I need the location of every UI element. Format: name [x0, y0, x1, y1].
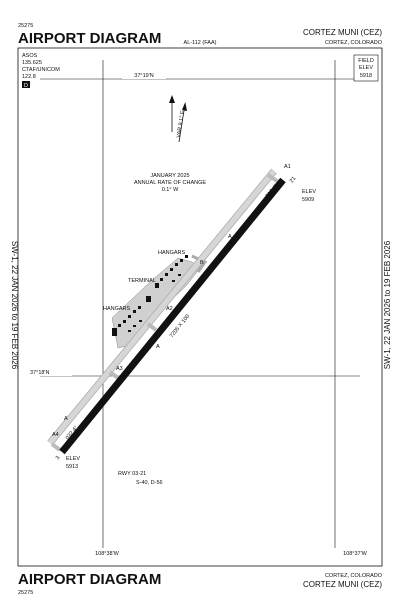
taxiway-a — [47, 169, 277, 445]
field-elev-label: FIELD — [358, 58, 374, 64]
elev-value: 5909 — [302, 197, 314, 203]
runway — [59, 177, 286, 455]
taxiway-label: A — [64, 416, 68, 422]
title: AIRPORT DIAGRAM — [18, 30, 161, 47]
taxiway-label: A — [228, 234, 232, 240]
taxiway-label: A2 — [166, 306, 173, 312]
terminal-label: TERMINAL — [128, 278, 156, 284]
runway-end: 21 — [289, 176, 298, 185]
hangars-label: HANGARS — [158, 250, 186, 256]
d-icon-label: D — [24, 83, 28, 89]
latitude-label: 37°18'N — [30, 370, 49, 376]
label-bg — [122, 70, 166, 79]
frequency: 135.625 — [22, 60, 42, 66]
elev-value: 5913 — [66, 464, 78, 470]
footer-location: CORTEZ, COLORADO — [325, 573, 383, 579]
runway-end: 3 — [55, 455, 62, 461]
frequency: 122.8 — [22, 74, 36, 80]
procedure-id: AL-112 (FAA) — [184, 40, 217, 46]
taxiway-b — [191, 254, 208, 273]
frequency: ASOS — [22, 53, 38, 59]
chart-number: 25275 — [18, 23, 33, 29]
footer-title: AIRPORT DIAGRAM — [18, 571, 161, 588]
footer-airport: CORTEZ MUNI (CEZ) — [303, 580, 382, 589]
field-elev-box — [353, 54, 379, 82]
variation-label: ANNUAL RATE OF CHANGE — [134, 180, 206, 186]
variation: VAR 9.1° E — [176, 110, 186, 138]
arrow-head — [182, 102, 187, 111]
elev-label: ELEV — [66, 456, 80, 462]
variation-date: JANUARY 2025 — [150, 173, 189, 179]
frequency: CTAF/UNICOM — [22, 67, 60, 73]
label-bg — [28, 367, 72, 376]
longitude-label: 108°38'W — [95, 551, 120, 557]
effective-dates: SW-1, 22 JAN 2026 to 19 FEB 2026 — [10, 241, 19, 370]
runway-designation: RWY 03-21 — [118, 471, 146, 477]
elev-label: ELEV — [302, 189, 316, 195]
variation-rate: 0.1° W — [162, 187, 179, 193]
taxiway-label: B — [200, 260, 204, 266]
taxiway-label: A3 — [116, 366, 123, 372]
field-elev-label: ELEV — [359, 65, 373, 71]
taxiway-label: A — [156, 344, 160, 350]
field-elev-value: 5918 — [360, 73, 372, 79]
d-icon — [22, 81, 30, 88]
connectors — [50, 173, 282, 452]
frame — [17, 47, 383, 567]
location: CORTEZ, COLORADO — [325, 40, 383, 46]
footer-chart-number: 25275 — [18, 590, 33, 596]
arrow-head — [169, 95, 175, 103]
hangars — [112, 255, 188, 336]
longitude-label: 108°37'W — [343, 551, 368, 557]
airport-name: CORTEZ MUNI (CEZ) — [303, 28, 382, 37]
runway-strength: S-40, D-56 — [136, 480, 163, 486]
latitude-label: 37°19'N — [134, 73, 153, 79]
taxiway-label: A4 — [52, 432, 59, 438]
taxiway-label: A1 — [284, 164, 291, 170]
hangars-label: HANGARS — [103, 306, 131, 312]
effective-dates: SW-1, 22 JAN 2026 to 19 FEB 2026 — [383, 240, 392, 369]
